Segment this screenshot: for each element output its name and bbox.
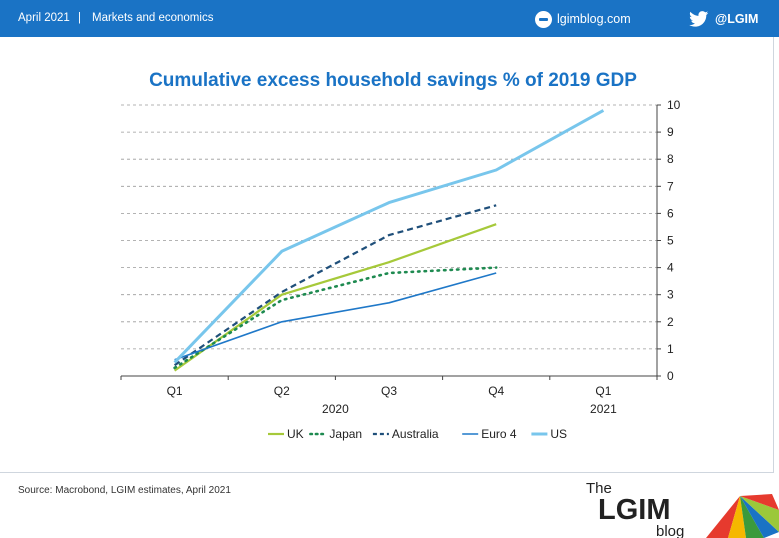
y-tick-label: 0: [667, 369, 674, 383]
legend-label: UK: [287, 427, 304, 441]
y-tick-label: 9: [667, 125, 674, 139]
y-tick-label: 10: [667, 98, 681, 112]
y-tick-label: 4: [667, 261, 674, 275]
x-tick-label: Q1: [595, 384, 611, 398]
legend-label: Euro 4: [481, 427, 517, 441]
series-line-australia: [173, 204, 497, 367]
logo-the: The: [586, 480, 612, 497]
top-banner: April 2021 | Markets and economics lgimb…: [0, 0, 779, 37]
year-label: 2020: [322, 402, 349, 416]
site-link[interactable]: lgimblog.com: [535, 9, 631, 29]
year-label: 2021: [590, 402, 617, 416]
footer-divider: [0, 472, 773, 473]
y-tick-label: 2: [667, 315, 674, 329]
y-tick-label: 8: [667, 152, 674, 166]
series-line-us: [173, 109, 605, 364]
legend-label: Japan: [329, 427, 362, 441]
x-tick-label: Q1: [167, 384, 183, 398]
legend-label: Australia: [392, 427, 439, 441]
globe-icon: [535, 10, 552, 28]
twitter-link[interactable]: @LGIM: [689, 9, 758, 29]
series-lines: [173, 109, 605, 372]
y-tick-label: 5: [667, 234, 674, 248]
x-tick-label: Q4: [488, 384, 504, 398]
chart-title: Cumulative excess household savings % of…: [149, 70, 637, 91]
social-handle: @LGIM: [715, 12, 759, 26]
logo-lgim: LGIM: [598, 494, 671, 526]
savings-chart: Cumulative excess household savings % of…: [120, 70, 681, 441]
y-tick-label: 1: [667, 342, 674, 356]
legend: UK Japan Australia Euro 4 US: [268, 427, 567, 441]
lgim-blog-logo: The LGIM blog: [586, 480, 779, 538]
header-separator: |: [78, 12, 81, 24]
gridlines: [121, 104, 657, 350]
y-tick-label: 3: [667, 288, 674, 302]
y-tick-label: 6: [667, 206, 674, 220]
x-tick-label: Q2: [274, 384, 290, 398]
series-line-uk: [173, 223, 497, 372]
source-note: Source: Macrobond, LGIM estimates, April…: [18, 485, 231, 496]
umbrella-icon: [706, 494, 779, 538]
series-line-euro-4: [174, 272, 497, 361]
logo-blog: blog: [656, 523, 684, 538]
site-label: lgimblog.com: [557, 12, 631, 26]
axes: 0 1 2 3 4 5 6 7 8 9 10 Q1 Q2 Q3 Q4 Q1 2020 2021: [120, 98, 681, 416]
legend-label: US: [550, 427, 567, 441]
y-tick-label: 7: [667, 179, 674, 193]
date-label: April 2021: [18, 12, 70, 24]
twitter-bird-icon: [689, 11, 709, 27]
x-tick-label: Q3: [381, 384, 397, 398]
series-line-japan: [173, 266, 498, 370]
section-link[interactable]: Markets and economics: [92, 12, 214, 24]
